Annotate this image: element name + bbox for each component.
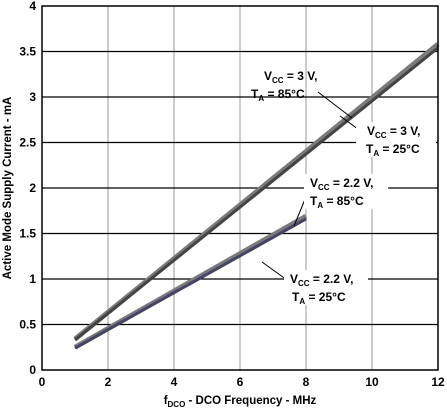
annotation-3v-25c: VCC = 3 V, TA = 25°C <box>356 122 436 158</box>
x-tick-label: 10 <box>365 375 379 389</box>
series-group <box>73 42 440 350</box>
annotation-3v-85c: VCC = 3 V, TA = 85°C <box>251 69 318 103</box>
y-tick-label: 4 <box>29 0 36 13</box>
x-axis-title-rest: - DCO Frequency - MHz <box>185 395 316 407</box>
x-tick-label: 0 <box>39 375 46 389</box>
y-tick-label: 1 <box>29 272 36 286</box>
x-tick-label: 12 <box>431 375 445 389</box>
y-tick-label: 0 <box>29 363 36 377</box>
x-tick-label: 6 <box>237 375 244 389</box>
x-tick-label: 8 <box>303 375 310 389</box>
annotation-2v2-25c-ta: TA = 25°C <box>292 290 346 306</box>
x-axis-title: fDCO - DCO Frequency - MHz <box>164 395 317 409</box>
x-tick-label: 4 <box>171 375 178 389</box>
series-line-3 <box>74 217 307 350</box>
y-tick-label: 2 <box>29 181 36 195</box>
x-tick-label: 2 <box>105 375 112 389</box>
annotation-3v-25c-vcc: VCC = 3 V, <box>367 124 421 140</box>
annotation-3v-25c-ta: TA = 25°C <box>366 142 420 158</box>
y-tick-label: 3 <box>29 90 36 104</box>
y-tick-label: 1.5 <box>19 227 36 241</box>
annotation-2v2-85c-vcc: VCC = 2.2 V, <box>310 176 374 192</box>
x-tick-labels: 0 2 4 6 8 10 12 <box>39 375 445 389</box>
annotation-2v2-25c: VCC = 2.2 V, TA = 25°C <box>284 270 368 306</box>
series-line-1 <box>74 46 439 342</box>
y-tick-label: 3.5 <box>19 45 36 59</box>
x-axis-title-sub: DCO <box>168 400 186 409</box>
annotation-2v2-85c-ta: TA = 85°C <box>310 194 364 210</box>
annotation-2v2-85c: VCC = 2.2 V, TA = 85°C <box>304 174 388 210</box>
x-axis-title-prefix: f <box>164 395 168 407</box>
annotation-2v2-25c-vcc: VCC = 2.2 V, <box>290 272 354 288</box>
annotation-2v2-25c-bg <box>284 270 368 305</box>
y-tick-label: 0.5 <box>19 318 36 332</box>
annotation-2v2-85c-bg <box>304 174 388 209</box>
annotation-leader-3 <box>261 261 288 281</box>
annotation-leader-0 <box>317 91 353 119</box>
annotation-3v-85c-vcc: VCC = 3 V, <box>264 69 318 85</box>
y-tick-label: 2.5 <box>19 136 36 150</box>
y-axis-title: Active Mode Supply Current - mA <box>2 97 14 280</box>
annotation-3v-25c-bg <box>356 122 436 157</box>
annotation-3v-85c-ta: TA = 85°C <box>251 87 305 103</box>
y-tick-labels: 0 0.5 1 1.5 2 2.5 3 3.5 4 <box>19 0 36 377</box>
plot-frame <box>41 5 439 371</box>
